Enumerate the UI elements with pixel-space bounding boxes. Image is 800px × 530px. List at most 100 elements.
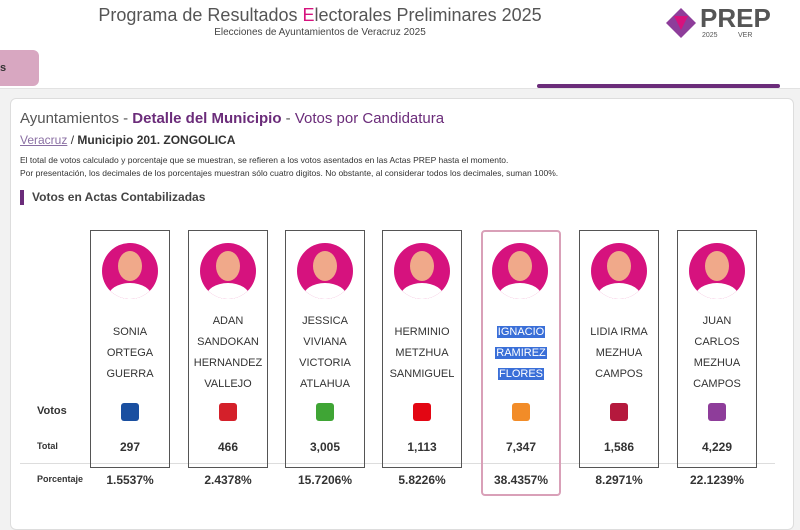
- name-line: ORTEGA: [106, 346, 154, 359]
- row-label: Votos: [37, 405, 67, 417]
- percentage: 22.1239%: [689, 473, 745, 487]
- percentage: 2.4378%: [204, 473, 252, 487]
- name-line: CAMPOS: [693, 378, 741, 390]
- title-part: lectorales Preliminares 2025: [314, 5, 542, 25]
- subtitle: Elecciones de Ayuntamientos de Veracruz …: [214, 27, 426, 38]
- name-line: MEZHUA: [595, 346, 643, 359]
- avatar: [591, 243, 647, 299]
- name-line: JESSICA: [302, 315, 348, 327]
- note: El total de votos calculado y porcentaje…: [20, 155, 509, 165]
- name-line: RAMIREZ: [495, 346, 547, 359]
- nav-indicator: [537, 84, 780, 88]
- name-line: GUERRA: [106, 367, 154, 380]
- total-votes: 7,347: [505, 440, 537, 454]
- candidate-name: SANMIGUEL: [382, 364, 462, 385]
- title-accent: E: [302, 5, 315, 25]
- logo-icon: [666, 8, 696, 38]
- name-line: FLORES: [497, 367, 544, 380]
- breadcrumb: Veracruz / Municipio 201. ZONGOLICA: [20, 133, 235, 147]
- candidate-name: HERMINIO: [382, 322, 462, 343]
- name-line: ATLAHUA: [300, 378, 350, 390]
- name-line: ADAN: [212, 315, 244, 327]
- candidate-name: IGNACIO: [481, 322, 561, 343]
- total-votes: 466: [217, 440, 239, 454]
- row-label: Total: [37, 441, 58, 451]
- candidate-name: CAMPOS: [579, 364, 659, 385]
- party-logo: [512, 403, 530, 421]
- candidate-name: CARLOS: [677, 332, 757, 353]
- party-logo: [219, 403, 237, 421]
- total-votes: 3,005: [309, 440, 341, 454]
- candidate-name: SONIA: [90, 322, 170, 343]
- name-line: JUAN: [702, 315, 732, 327]
- percentage: 15.7206%: [297, 473, 353, 487]
- total-votes: 297: [119, 440, 141, 454]
- nav-tab[interactable]: s: [0, 50, 39, 86]
- candidate-column: [481, 230, 561, 496]
- total-votes: 1,113: [407, 440, 437, 454]
- breadcrumb-current: Municipio 201. ZONGOLICA: [77, 133, 236, 147]
- section-title: Votos en Actas Contabilizadas: [32, 190, 206, 204]
- avatar: [200, 243, 256, 299]
- title: Programa de Resultados Electorales Preli…: [0, 5, 640, 26]
- heading-sep: -: [118, 110, 133, 127]
- candidate-column: [677, 230, 757, 468]
- name-line: HERMINIO: [394, 325, 450, 338]
- heading-sep: -: [281, 110, 295, 127]
- content-card: [10, 98, 794, 530]
- heading-part: Votos por Candidatura: [294, 110, 445, 127]
- candidate-name: JESSICA: [285, 311, 365, 332]
- name-line: IGNACIO: [496, 325, 546, 338]
- name-line: VICTORIA: [299, 357, 351, 369]
- avatar: [394, 243, 450, 299]
- row-label: Porcentaje: [37, 474, 84, 484]
- party-logo: [316, 403, 334, 421]
- candidate-name: JUAN: [677, 311, 757, 332]
- percentage: 38.4357%: [493, 473, 549, 487]
- party-logo: [708, 403, 726, 421]
- header: Programa de Resultados Electorales Preli…: [0, 0, 800, 48]
- candidate-name: ADAN: [188, 311, 268, 332]
- section-marker: [20, 190, 24, 205]
- name-line: CARLOS: [694, 336, 740, 348]
- party-logo: [610, 403, 628, 421]
- heading-part: Detalle del Municipio: [132, 110, 282, 127]
- note: Por presentación, los decimales de los p…: [20, 168, 559, 178]
- candidate-name: VIVIANA: [285, 332, 365, 353]
- candidate-name: VICTORIA: [285, 353, 365, 374]
- logo-year: 2025: [702, 32, 718, 39]
- notes: El total de votos calculado y porcentaje…: [20, 154, 558, 180]
- percentage: 8.2971%: [595, 473, 643, 487]
- candidate-name: GUERRA: [90, 364, 170, 385]
- avatar: [297, 243, 353, 299]
- candidate-column: [579, 230, 659, 468]
- name-line: LIDIA IRMA: [590, 325, 648, 338]
- logo-state: VER: [738, 32, 753, 39]
- title-part: Programa de Resultados: [98, 5, 303, 25]
- breadcrumb-link[interactable]: Veracruz: [20, 133, 68, 147]
- total-votes: 4,229: [701, 440, 733, 454]
- candidate-name: FLORES: [481, 364, 561, 385]
- name-line: SANDOKAN: [197, 336, 259, 348]
- name-line: MEZHUA: [693, 357, 741, 369]
- candidate-column: [188, 230, 268, 468]
- name-line: VALLEJO: [204, 378, 252, 390]
- name-line: SANMIGUEL: [389, 367, 455, 380]
- candidate-column: [285, 230, 365, 468]
- name-line: VIVIANA: [303, 336, 347, 348]
- candidate-name: SANDOKAN: [188, 332, 268, 353]
- party-logo: [413, 403, 431, 421]
- row-divider: [20, 463, 775, 464]
- candidate-name: MEZHUA: [579, 343, 659, 364]
- candidate-name: LIDIA IRMA: [579, 322, 659, 343]
- candidate-column: [382, 230, 462, 468]
- name-line: SONIA: [112, 325, 148, 338]
- logo: PREP: [700, 3, 771, 33]
- candidate-name: CAMPOS: [677, 374, 757, 395]
- nav-bar: s: [0, 48, 800, 89]
- candidate-column: [90, 230, 170, 468]
- candidate-name: ATLAHUA: [285, 374, 365, 395]
- name-line: METZHUA: [395, 346, 449, 359]
- breadcrumb-sep: /: [67, 133, 78, 147]
